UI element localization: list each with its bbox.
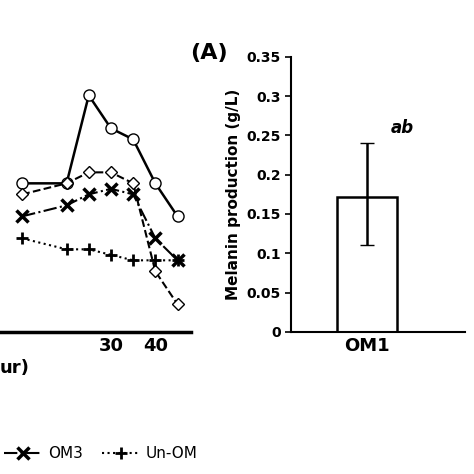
Text: ab: ab: [391, 119, 414, 137]
Y-axis label: Melanin production (g/L): Melanin production (g/L): [226, 89, 241, 300]
Text: (A): (A): [190, 43, 228, 63]
Bar: [337, 197, 397, 332]
X-axis label: ur): ur): [0, 359, 30, 377]
Legend: OM3, Un-OM: OM3, Un-OM: [0, 440, 204, 467]
